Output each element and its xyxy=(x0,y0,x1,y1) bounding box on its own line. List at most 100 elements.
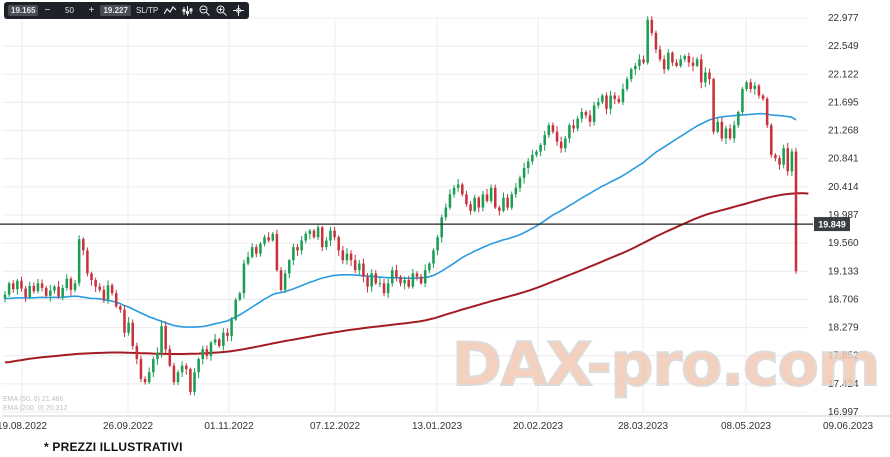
buy-price-button[interactable]: 19.227 xyxy=(100,5,131,16)
candle-body xyxy=(102,289,106,300)
candle xyxy=(456,179,460,192)
candle-body xyxy=(300,240,303,251)
candle xyxy=(716,117,719,134)
candle-body xyxy=(143,378,147,383)
ema200-line xyxy=(4,192,809,364)
candle-body xyxy=(662,59,666,70)
candle xyxy=(287,258,291,279)
candle-body xyxy=(53,286,56,291)
y-tick-label: 19.987 xyxy=(828,210,859,221)
ema50-line xyxy=(5,112,797,328)
candle-body xyxy=(716,121,719,132)
candle xyxy=(259,242,262,257)
candle xyxy=(749,78,752,93)
candle-body xyxy=(502,197,505,211)
candle xyxy=(510,191,514,210)
candle-body xyxy=(193,372,196,393)
candle xyxy=(32,282,36,294)
candle xyxy=(790,148,794,177)
candle xyxy=(16,279,19,295)
candle-body xyxy=(601,95,604,103)
y-tick-label: 17.424 xyxy=(828,379,859,390)
candle xyxy=(477,196,481,213)
candle xyxy=(671,51,674,67)
candle-body xyxy=(485,194,489,201)
candle-body xyxy=(250,247,254,257)
candle-body xyxy=(770,125,773,155)
candle-body xyxy=(720,121,724,139)
illustrative-prices-note: * PREZZI ILLUSTRATIVI xyxy=(44,440,183,454)
candle-body xyxy=(419,276,423,284)
candle-body xyxy=(613,95,616,99)
candle-body xyxy=(238,293,242,300)
candle xyxy=(629,67,633,83)
candle xyxy=(518,175,522,193)
candle-body xyxy=(634,65,637,70)
candle xyxy=(469,201,472,215)
candle xyxy=(691,56,695,72)
candle-body xyxy=(551,125,555,132)
decrease-quantity-button[interactable]: − xyxy=(44,5,51,16)
horizontal-level[interactable]: 19.849 xyxy=(0,217,850,232)
candle-body xyxy=(679,59,682,66)
candle xyxy=(601,93,604,105)
candle xyxy=(77,235,81,287)
candle-body xyxy=(440,217,443,238)
candle-body xyxy=(61,287,64,297)
crosshair-icon[interactable] xyxy=(231,5,245,17)
candle-body xyxy=(642,59,645,63)
candle-body xyxy=(489,187,493,201)
candle xyxy=(238,291,242,302)
candle-body xyxy=(473,197,476,211)
candle-body xyxy=(94,280,97,287)
x-tick-label: 26.09.2022 xyxy=(103,421,153,432)
candle xyxy=(728,124,732,141)
candle xyxy=(419,273,423,285)
zoom-out-icon[interactable] xyxy=(197,5,211,17)
candle-body xyxy=(522,168,526,178)
candle xyxy=(559,136,563,153)
trade-toolbar: 19.165 − 50 + 19.227 SL/TP xyxy=(4,2,250,19)
chart-canvas[interactable]: 19.849 22.977 22.549 22.122 21.695 21.268 20.… xyxy=(0,0,890,437)
increase-quantity-button[interactable]: + xyxy=(88,5,95,16)
candle xyxy=(201,345,205,365)
candle-body xyxy=(436,237,439,251)
sell-price-button[interactable]: 19.165 xyxy=(8,5,39,16)
candle xyxy=(230,317,233,342)
candle-body xyxy=(390,270,394,284)
candle-body xyxy=(749,82,752,89)
candle xyxy=(444,203,448,221)
candle xyxy=(28,281,31,299)
candle xyxy=(152,356,155,378)
candle xyxy=(485,188,489,203)
candle-body xyxy=(222,332,225,346)
candle xyxy=(180,361,184,377)
candle-body xyxy=(708,72,711,80)
candle-body xyxy=(168,349,172,366)
candle xyxy=(522,162,526,184)
candle-body xyxy=(255,247,258,254)
candle xyxy=(386,278,390,299)
candle xyxy=(761,93,765,101)
candle-body xyxy=(283,273,287,290)
candle-body xyxy=(596,102,600,106)
candle-body xyxy=(782,148,785,165)
sltp-button[interactable]: SL/TP xyxy=(135,6,159,15)
candle-body xyxy=(658,49,662,60)
candle xyxy=(292,243,295,265)
indicators-icon[interactable] xyxy=(180,5,194,17)
candle xyxy=(127,317,130,336)
candle xyxy=(452,184,456,198)
line-chart-icon[interactable] xyxy=(163,5,177,17)
candle xyxy=(312,228,316,239)
candle-body xyxy=(32,285,36,292)
candle xyxy=(378,277,382,288)
candle-body xyxy=(407,280,411,287)
candle-body xyxy=(724,128,728,139)
price-chart[interactable]: 19.849 22.977 22.549 22.122 21.695 21.268 20.… xyxy=(0,0,890,437)
zoom-in-icon[interactable] xyxy=(214,5,228,17)
candle xyxy=(24,285,27,303)
candle xyxy=(185,363,188,375)
candle xyxy=(3,290,7,303)
quantity-field[interactable]: 50 xyxy=(65,6,74,15)
